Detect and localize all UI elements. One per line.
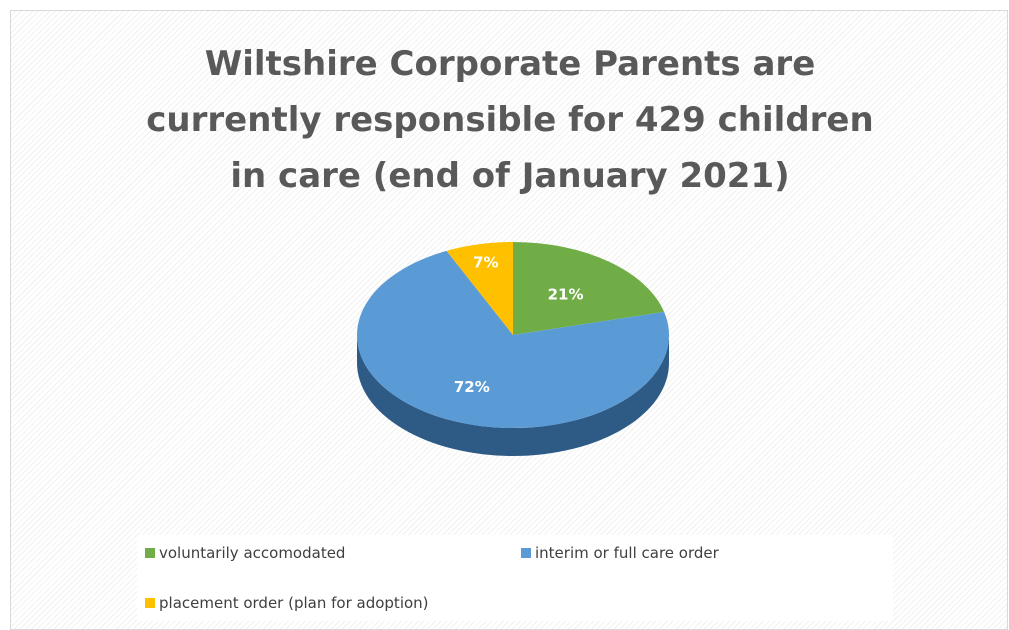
legend-item-voluntarily-accomodated: voluntarily accomodated — [145, 544, 345, 562]
legend-swatch-green — [145, 548, 155, 558]
data-label-interim-or-full-care-order: 72% — [454, 378, 490, 396]
legend-label: voluntarily accomodated — [159, 544, 346, 562]
legend-item-interim-or-full-care-order: interim or full care order — [521, 544, 719, 562]
chart-title-line-3: in care (end of January 2021) — [230, 156, 790, 196]
chart-title-line-2: currently responsible for 429 children — [146, 100, 874, 140]
data-label-placement-order-plan-for-adoption: 7% — [473, 253, 498, 271]
legend-item-placement-order: placement order (plan for adoption) — [145, 594, 429, 612]
chart-title-line-1: Wiltshire Corporate Parents are — [204, 44, 816, 84]
legend-label: placement order (plan for adoption) — [159, 594, 429, 612]
legend-swatch-blue — [521, 548, 531, 558]
data-label-voluntarily-accomodated: 21% — [548, 286, 584, 304]
legend-label: interim or full care order — [535, 544, 719, 562]
pie-slice-voluntarily-accomodated — [513, 242, 665, 335]
chart-title: Wiltshire Corporate Parents are currentl… — [60, 36, 960, 204]
legend: voluntarily accomodated interim or full … — [137, 535, 893, 621]
legend-swatch-yellow — [145, 598, 155, 608]
pie-slice-interim-or-full-care-order — [357, 250, 670, 429]
pie-slice-placement-order-plan-for-adoption — [446, 242, 513, 335]
pie-side-interim-or-full-care-order — [357, 335, 669, 456]
